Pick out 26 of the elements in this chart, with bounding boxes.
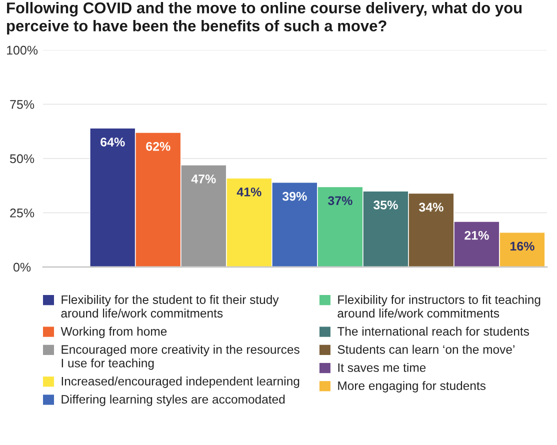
legend-label: Working from home	[60, 326, 167, 338]
data-label: 35%	[373, 200, 398, 210]
data-label: 41%	[236, 188, 262, 196]
legend-label: More engaging for students	[338, 381, 486, 392]
data-label: 34%	[418, 202, 444, 212]
data-label: 37%	[328, 196, 352, 206]
legend-label: Students can learn ‘on the move’	[338, 344, 514, 354]
data-label: 62%	[146, 142, 170, 151]
y-tick-label: 0%	[13, 262, 31, 272]
legend-label: Encouraged more creativity in the resources I use for teaching	[62, 344, 300, 370]
legend-label: It saves me time	[338, 362, 426, 372]
data-label: 39%	[282, 192, 307, 201]
data-label: 47%	[191, 174, 216, 184]
chart-title: Following COVID and the move to online course delivery, what do you perceive to have been the benefits of such a move?	[7, 2, 522, 34]
legend-label: Differing learning styles are accomodated	[62, 394, 285, 406]
data-label: 64%	[100, 138, 125, 146]
legend-label: Flexibility for instructors to fit teaching around life/work commitments	[338, 295, 540, 318]
y-tick-label: 75%	[10, 100, 34, 109]
legend-label: The international reach for students	[337, 326, 530, 336]
legend-label: Flexibility for the student to fit their study around life/work commitments	[61, 295, 279, 318]
data-label: 16%	[510, 242, 534, 251]
data-label: 21%	[464, 230, 489, 240]
y-tick-label: 100%	[6, 46, 38, 55]
y-tick-label: 50%	[10, 154, 34, 164]
y-tick-label: 25%	[10, 208, 34, 218]
legend-label: Increased/encouraged independent learning	[62, 376, 300, 388]
